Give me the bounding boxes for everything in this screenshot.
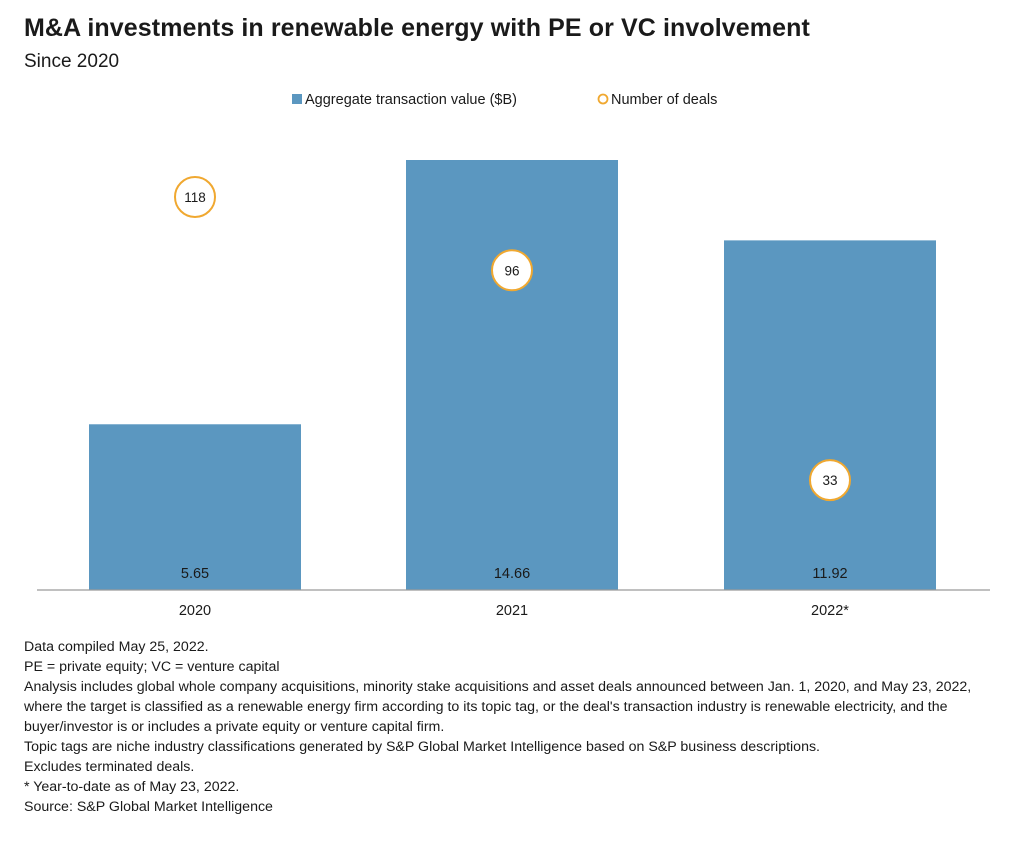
legend-deals-marker xyxy=(597,93,609,105)
chart-area: Aggregate transaction value ($B) Number … xyxy=(37,92,990,619)
legend-bar-label: Aggregate transaction value ($B) xyxy=(305,92,517,108)
bar-value-label: 11.92 xyxy=(812,566,847,582)
footnotes: Data compiled May 25, 2022. PE = private … xyxy=(24,637,1004,817)
deals-value-label: 118 xyxy=(184,190,206,205)
footnote-line: Analysis includes global whole company a… xyxy=(24,679,972,735)
legend-bar-swatch xyxy=(292,94,302,104)
x-tick-label: 2022* xyxy=(811,603,849,619)
bar-value-label: 14.66 xyxy=(494,566,530,582)
x-tick-label: 2021 xyxy=(496,603,528,619)
bar-2020 xyxy=(89,424,301,590)
deals-marker xyxy=(174,176,216,218)
legend: Aggregate transaction value ($B) Number … xyxy=(292,92,717,108)
footnote-line: Topic tags are niche industry classifica… xyxy=(24,739,820,755)
bar-value-label: 5.65 xyxy=(181,566,209,582)
deals-value-label: 96 xyxy=(504,263,519,278)
footnote-line: Data compiled May 25, 2022. xyxy=(24,639,209,655)
deals-marker xyxy=(809,459,851,502)
bar-2021 xyxy=(406,160,618,590)
x-tick-label: 2020 xyxy=(179,603,211,619)
deals-marker xyxy=(491,249,533,292)
chart-title: M&A investments in renewable energy with… xyxy=(24,14,810,42)
footnote-line: Excludes terminated deals. xyxy=(24,759,195,775)
footnote-line: Source: S&P Global Market Intelligence xyxy=(24,799,273,815)
footnote-line: PE = private equity; VC = venture capita… xyxy=(24,659,280,675)
footnote-line: * Year-to-date as of May 23, 2022. xyxy=(24,779,240,795)
bar-2022 xyxy=(724,240,936,590)
legend-deals-label: Number of deals xyxy=(611,92,717,108)
deals-value-label: 33 xyxy=(822,473,837,488)
chart-subtitle: Since 2020 xyxy=(24,51,120,72)
